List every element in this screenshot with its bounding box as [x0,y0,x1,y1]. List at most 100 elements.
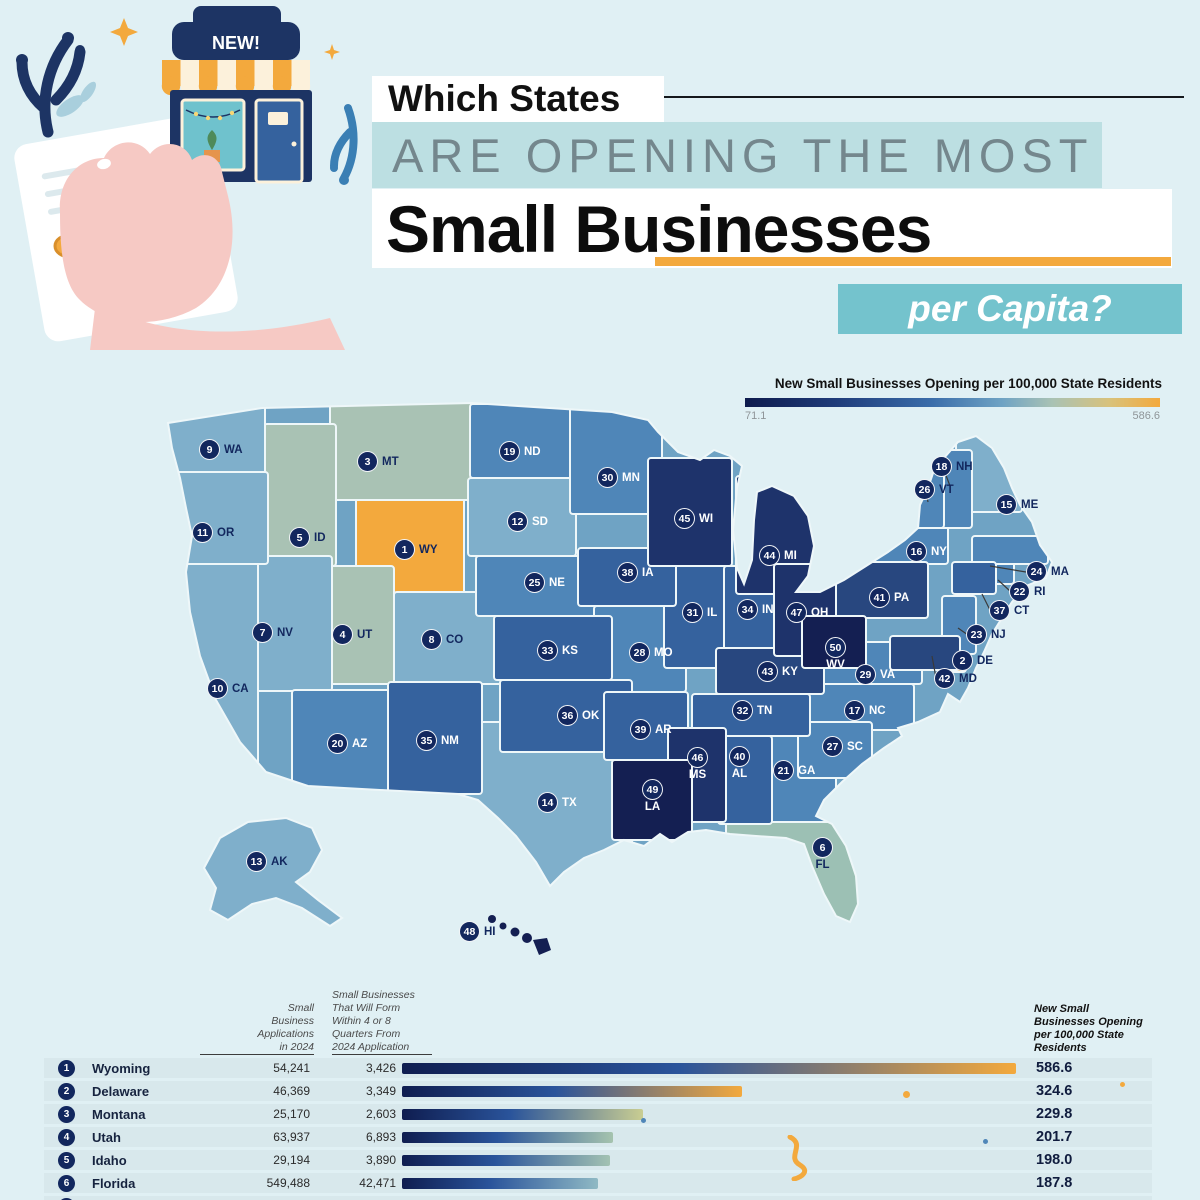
state-abbr: FL [815,859,830,871]
state-marker-VT: 26 VT [914,479,954,500]
state-name: Montana [92,1106,146,1122]
title-band-1: Which States [372,76,664,122]
state-abbr: MD [959,672,977,685]
bar-track [402,1062,1016,1074]
rank-badge: 21 [773,760,794,781]
state-marker-NH: 18 NH [931,456,973,477]
table-row: 4 Utah 63,937 6,893 201.7 [44,1127,1152,1147]
rank-badge: 26 [914,479,935,500]
businesses-forming: 42,471 [359,1176,396,1190]
state-abbr: ID [314,531,326,544]
state-marker-AR: 39 AR [630,719,672,740]
state-abbr: OR [217,526,235,539]
sparkle-icon [324,44,340,60]
confetti-dot [1120,1082,1125,1087]
state-abbr: ME [1021,498,1039,511]
ranking-table: 1 Wyoming 54,241 3,426 586.6 2 Delaware 46,369 3… [44,1058,1152,1200]
per-capita-value: 198.0 [1036,1152,1073,1168]
rank-badge: 48 [459,921,480,942]
state-abbr: CO [446,633,464,646]
rank-badge: 11 [192,522,213,543]
state-marker-NM: 35 NM [416,730,459,751]
rank-badge: 5 [289,527,310,548]
state-abbr: NH [956,460,973,473]
state-marker-OR: 11 OR [192,522,234,543]
confetti-dot [641,1118,646,1123]
state-abbr: NJ [991,628,1006,641]
state-marker-KY: 43 KY [757,661,798,682]
state-abbr: KS [562,644,578,657]
coral-tip [75,45,85,55]
state-abbr: MS [688,769,707,781]
rank-badge: 2 [58,1082,75,1100]
state-marker-GA: 21 GA [773,760,815,781]
rank-badge: 46 [687,747,708,768]
title-line-1: Which States [388,78,621,119]
per-capita-value: 586.6 [1036,1060,1073,1076]
state-abbr: UT [357,628,373,641]
confetti-dot [983,1139,988,1144]
bar-track [402,1108,1016,1120]
state-marker-WV: 50 WV [825,637,846,671]
table-row: 2 Delaware 46,369 3,349 324.6 [44,1081,1152,1101]
state-abbr: ND [524,445,541,458]
rank-badge: 6 [58,1174,75,1192]
rank-badge: 16 [906,541,927,562]
state-marker-MS: 46 MS [687,747,708,781]
rank-badge: 31 [682,602,703,623]
rank-badge: 4 [332,624,353,645]
state-abbr: IL [707,606,718,619]
state-abbr: OH [811,606,829,619]
state-marker-HI: 48 HI [459,921,496,942]
coral-branch-teal [330,104,358,182]
title-line-2: ARE OPENING THE MOST [392,128,1094,182]
storefront-illustration: NEW! [14,6,358,350]
rank-badge: 3 [58,1105,75,1123]
rank-badge: 23 [966,624,987,645]
rank-badge: 50 [825,637,846,658]
state-marker-TX: 14 TX [537,792,577,813]
rank-badge: 7 [252,622,273,643]
state-abbr: IA [642,566,654,579]
rank-badge: 47 [786,602,807,623]
rank-badge: 10 [207,678,228,699]
state-abbr: NM [441,734,459,747]
state-abbr: MO [654,646,673,659]
businesses-forming: 3,349 [365,1084,396,1098]
rank-badge: 27 [822,736,843,757]
rank-badge: 41 [869,587,890,608]
column-header-forming: Small Businesses That Will Form Within 4… [332,962,432,1055]
confetti-dot [903,1091,910,1098]
rank-badge: 9 [199,439,220,460]
state-abbr: MT [382,455,399,468]
table-row: 3 Montana 25,170 2,603 229.8 [44,1104,1152,1124]
title-line-4: per Capita? [908,288,1112,329]
state-marker-WY: 1 WY [394,539,438,560]
state-abbr: TX [562,796,577,809]
state-abbr: CA [232,682,249,695]
state-marker-OH: 47 OH [786,602,828,623]
state-marker-MD: 42 MD [934,668,977,689]
state-abbr: NY [931,545,947,558]
title-underline [655,257,1171,266]
title-line-3: Small Businesses [386,191,932,266]
state-marker-RI: 22 RI [1009,581,1046,602]
rank-badge: 44 [759,545,780,566]
rank-badge: 30 [597,467,618,488]
state-marker-MA: 24 MA [1026,561,1069,582]
rank-badge: 33 [537,640,558,661]
table-row: 6 Florida 549,488 42,471 187.8 [44,1173,1152,1193]
bar-track [402,1131,1016,1143]
state-abbr: OK [582,709,600,722]
state-abbr: NV [277,626,293,639]
rank-badge: 1 [394,539,415,560]
coral-tip [62,32,74,44]
state-marker-OK: 36 OK [557,705,599,726]
businesses-forming: 2,603 [365,1107,396,1121]
state-marker-IL: 31 IL [682,602,717,623]
state-marker-SC: 27 SC [822,736,863,757]
title-rule [664,96,1184,98]
applications-2024: 25,170 [273,1107,310,1121]
rank-badge: 49 [642,779,663,800]
